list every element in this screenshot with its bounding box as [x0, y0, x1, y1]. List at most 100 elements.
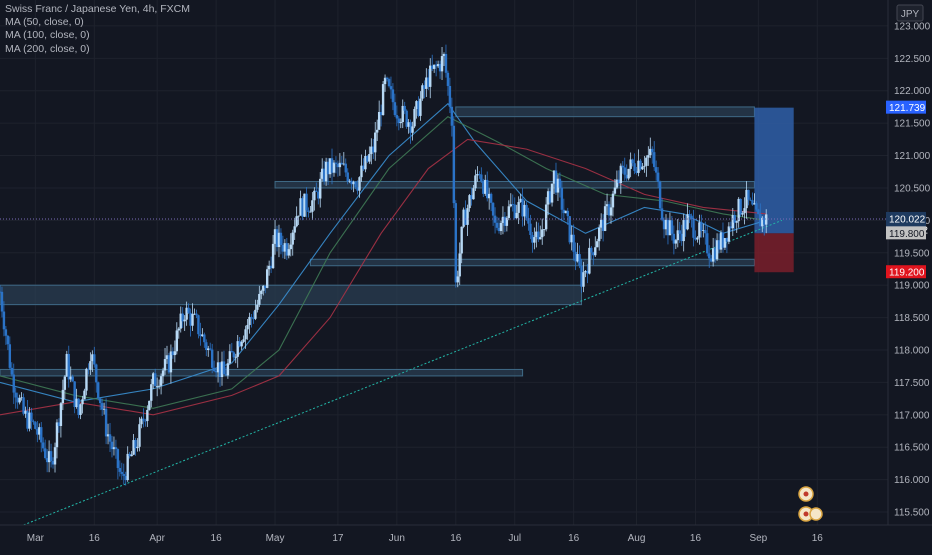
symbol-title: Swiss Franc / Japanese Yen, 4h, FXCM	[5, 3, 191, 15]
candle-body-249	[487, 193, 491, 199]
candle-body-360	[706, 233, 709, 254]
x-tick-label-13: 16	[812, 533, 824, 544]
candle-body-10	[18, 397, 21, 403]
candle-body-268	[525, 204, 528, 219]
candle-body-316	[619, 165, 623, 184]
candle-body-325	[637, 160, 640, 173]
candle-body-347	[680, 233, 683, 242]
candle-body-301	[590, 247, 593, 253]
candle-body-199	[389, 86, 393, 90]
candle-body-341	[668, 220, 672, 236]
candle-body-86	[167, 355, 171, 373]
candle-body-65	[126, 453, 129, 481]
candle-body-310	[607, 204, 611, 216]
candle-body-160	[313, 190, 316, 201]
candle-body-169	[330, 158, 334, 173]
candle-body-110	[214, 370, 218, 373]
candle-body-107	[209, 348, 212, 350]
candle-body-371	[727, 226, 731, 242]
candle-body-153	[299, 198, 302, 216]
candle-body-335	[656, 172, 660, 182]
candle-body-235	[460, 226, 463, 254]
candle-body-388	[761, 217, 764, 227]
candle-body-56	[108, 434, 112, 442]
candle-body-76	[148, 400, 151, 410]
candle-body-67	[130, 454, 133, 457]
candle-body-75	[146, 409, 149, 421]
candle-body-348	[682, 220, 685, 242]
candle-body-275	[539, 237, 542, 240]
candle-body-292	[572, 234, 575, 252]
candle-body-219	[429, 65, 432, 87]
candle-body-382	[749, 199, 752, 201]
candle-body-29	[55, 422, 59, 448]
candle-body-8	[14, 392, 17, 398]
zone-2	[309, 258, 755, 267]
candle-body-16	[30, 412, 33, 422]
candles	[0, 44, 768, 486]
candle-body-178	[348, 180, 351, 182]
candle-body-192	[376, 129, 379, 133]
candle-body-85	[165, 355, 169, 360]
candle-body-385	[755, 203, 758, 210]
candle-body-239	[468, 195, 471, 209]
candle-body-339	[664, 219, 668, 230]
candle-body-323	[633, 163, 636, 171]
horizontal-zones	[0, 106, 755, 377]
candle-body-83	[161, 370, 165, 377]
y-tick-label-4: 117.500	[894, 378, 930, 389]
event-marker-dot-0	[803, 491, 809, 497]
candle-body-384	[753, 203, 756, 205]
candle-body-218	[427, 77, 430, 87]
candle-body-309	[605, 204, 609, 207]
candle-body-87	[169, 351, 173, 373]
candle-body-256	[501, 216, 505, 223]
candle-body-33	[63, 376, 67, 390]
candle-body-214	[419, 98, 422, 116]
candle-body-51	[98, 398, 102, 404]
candle-body-186	[364, 155, 367, 170]
candle-body-202	[395, 115, 399, 119]
candle-body-112	[218, 362, 222, 377]
candle-body-343	[672, 233, 676, 244]
candle-body-379	[743, 208, 746, 214]
candle-body-47	[91, 354, 94, 362]
candle-body-32	[61, 389, 65, 404]
candle-body-88	[171, 351, 175, 356]
candle-body-299	[586, 270, 589, 274]
candle-body-176	[344, 163, 347, 173]
position-tool	[754, 107, 794, 273]
candle-body-226	[442, 53, 446, 57]
candle-body-30	[57, 422, 61, 426]
candle-body-61	[118, 468, 122, 472]
target-zone	[754, 107, 794, 234]
candle-body-2	[2, 311, 6, 330]
x-tick-label-7: 16	[450, 533, 462, 544]
candle-body-11	[20, 397, 23, 399]
candle-body-122	[238, 341, 241, 347]
candle-body-321	[629, 159, 632, 169]
candle-body-284	[556, 178, 560, 193]
y-tick-label-1: 116.000	[894, 475, 930, 486]
candle-body-291	[570, 234, 573, 243]
candle-body-250	[489, 193, 493, 203]
candle-body-373	[731, 215, 734, 229]
candle-body-279	[546, 191, 550, 205]
candle-body-195	[381, 84, 385, 116]
candle-body-222	[434, 64, 438, 67]
candle-body-320	[627, 168, 630, 179]
candle-body-54	[104, 408, 108, 437]
candle-body-35	[67, 353, 70, 380]
candle-body-288	[564, 210, 568, 214]
candle-body-95	[185, 307, 188, 320]
candle-body-245	[480, 174, 483, 182]
candle-body-248	[486, 179, 489, 199]
candle-body-265	[519, 198, 522, 203]
candle-body-98	[191, 313, 194, 326]
candle-body-108	[210, 349, 214, 368]
candle-body-191	[374, 132, 377, 153]
candle-body-70	[136, 446, 139, 449]
candle-body-166	[324, 161, 328, 182]
